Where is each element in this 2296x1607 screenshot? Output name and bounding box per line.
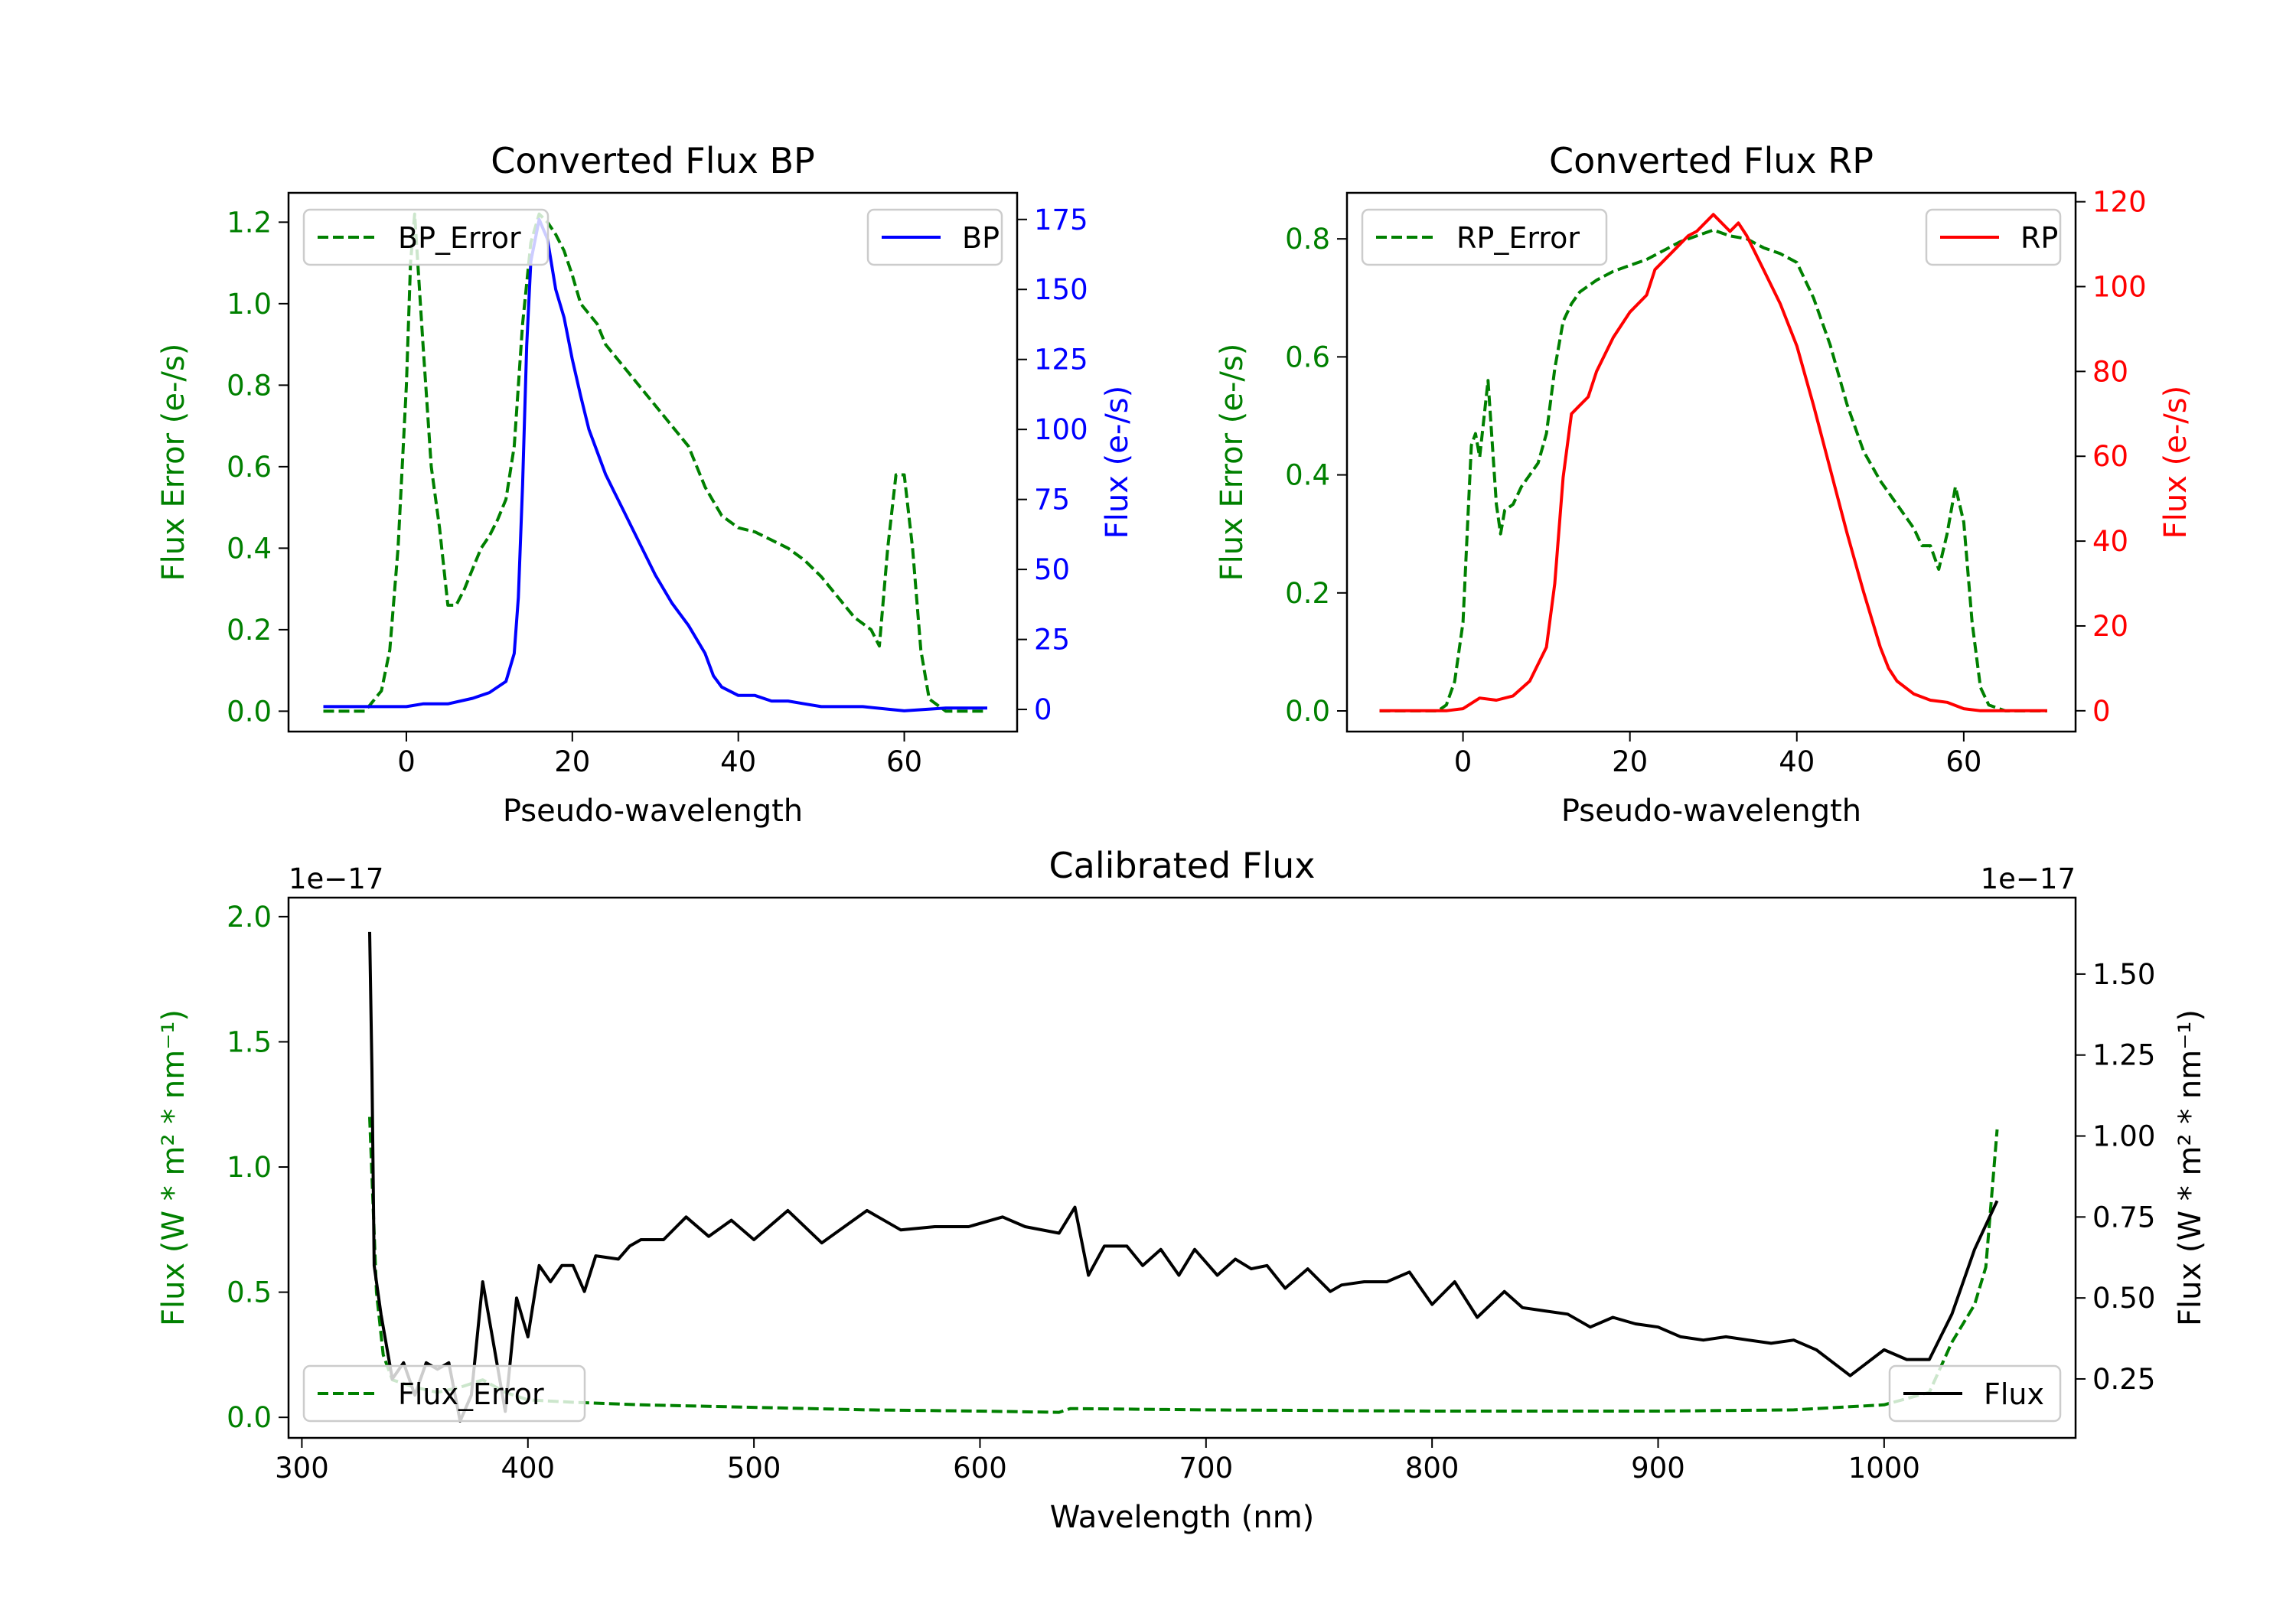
x-tick-label: 300 bbox=[275, 1452, 329, 1485]
y-left-tick-label: 0.8 bbox=[227, 369, 272, 402]
legend-box bbox=[302, 208, 550, 266]
y-left-tick-label: 1.0 bbox=[227, 1151, 272, 1184]
y-left-axis-label: Flux Error (e-/s) bbox=[1215, 344, 1250, 582]
y-left-tick-label: 0.8 bbox=[1285, 223, 1330, 256]
legend-bp: BP bbox=[866, 208, 1003, 266]
legend-label: RP bbox=[2020, 221, 2058, 255]
chart-cal: 300 400 500 600 700 800 900 1000 0.0 0.5 1.0 1.5 2.0… bbox=[156, 845, 2208, 1535]
x-tick-label: 800 bbox=[1405, 1452, 1459, 1485]
y-right-tick-label: 60 bbox=[2092, 440, 2128, 473]
x-tick-label: 900 bbox=[1631, 1452, 1685, 1485]
y-right-tick-label: 0.25 bbox=[2092, 1363, 2155, 1396]
chart-bp: 0 20 40 60 0.0 0.2 0.4 0.6 0.8 1.0 1.2 0 25 50 75 100 12… bbox=[156, 140, 1135, 829]
y-right-tick-label: 75 bbox=[1034, 484, 1070, 517]
x-tick-label: 20 bbox=[554, 745, 590, 778]
legend-label: BP bbox=[962, 221, 1000, 255]
series-line-rp bbox=[1379, 213, 2047, 712]
legend-rp-error: RP_Error bbox=[1361, 208, 1608, 266]
legend-flux-error: Flux_Error bbox=[302, 1364, 586, 1423]
y-right-axis-label: Flux (W * m² * nm⁻¹) bbox=[2173, 1009, 2208, 1326]
y-left-tick-label: 0.2 bbox=[227, 614, 272, 647]
y-right-tick-label: 0 bbox=[2092, 695, 2111, 728]
series-line-bp-error bbox=[323, 212, 987, 713]
legend-box bbox=[1361, 208, 1608, 266]
y-right-tick-label: 0.75 bbox=[2092, 1201, 2155, 1234]
y-left-tick-label: 0.6 bbox=[1285, 341, 1330, 373]
y-left-tick-label: 0.0 bbox=[1285, 695, 1330, 728]
x-tick-label: 0 bbox=[1454, 745, 1473, 778]
axes-frame bbox=[1345, 191, 2077, 733]
y-right-tick-label: 25 bbox=[1034, 624, 1070, 657]
y-left-tick-label: 0.0 bbox=[227, 1401, 272, 1434]
legend-box bbox=[302, 1364, 586, 1423]
y-right-tick-label: 120 bbox=[2092, 186, 2147, 219]
chart-title: Calibrated Flux bbox=[1049, 845, 1316, 886]
y-right-tick-label: 1.50 bbox=[2092, 958, 2155, 991]
y-left-tick-label: 0.2 bbox=[1285, 577, 1330, 610]
y-right-tick-label: 150 bbox=[1034, 273, 1088, 306]
legend-bp-error: BP_Error bbox=[302, 208, 550, 266]
legend-rp: RP bbox=[1925, 208, 2062, 266]
y-right-tick-label: 40 bbox=[2092, 525, 2128, 558]
y-left-tick-label: 0.5 bbox=[227, 1276, 272, 1309]
y-left-tick-label: 2.0 bbox=[227, 901, 272, 934]
y-right-tick-label: 50 bbox=[1034, 553, 1070, 586]
x-tick-label: 1000 bbox=[1848, 1452, 1920, 1485]
y-left-tick-label: 1.0 bbox=[227, 288, 272, 321]
x-tick-label: 40 bbox=[720, 745, 756, 778]
legend-label: RP_Error bbox=[1456, 221, 1580, 255]
x-tick-label: 700 bbox=[1179, 1452, 1233, 1485]
axes-frame bbox=[287, 191, 1019, 733]
chart-rp: 0 20 40 60 0.0 0.2 0.4 0.6 0.8 0 20 40 60 80 100 120 Con… bbox=[1215, 140, 2193, 829]
x-tick-label: 400 bbox=[501, 1452, 555, 1485]
legend-flux: Flux bbox=[1888, 1364, 2062, 1423]
y-right-tick-label: 0 bbox=[1034, 693, 1052, 726]
x-axis-label: Pseudo-wavelength bbox=[1561, 794, 1861, 829]
x-tick-label: 500 bbox=[727, 1452, 781, 1485]
x-tick-label: 60 bbox=[1945, 745, 1981, 778]
y-right-tick-label: 1.00 bbox=[2092, 1120, 2155, 1153]
y-left-tick-label: 0.4 bbox=[227, 532, 272, 565]
x-tick-label: 20 bbox=[1612, 745, 1648, 778]
x-axis-label: Pseudo-wavelength bbox=[503, 794, 803, 829]
y-left-tick-label: 1.5 bbox=[227, 1025, 272, 1058]
y-left-tick-label: 0.4 bbox=[1285, 459, 1330, 492]
y-right-tick-label: 0.50 bbox=[2092, 1282, 2155, 1315]
y-right-tick-label: 175 bbox=[1034, 204, 1088, 236]
y-left-offset-text: 1e−17 bbox=[289, 862, 383, 895]
x-axis-label: Wavelength (nm) bbox=[1050, 1500, 1315, 1535]
series-line-rp-error bbox=[1379, 228, 2047, 712]
y-left-tick-label: 0.0 bbox=[227, 695, 272, 728]
chart-title: Converted Flux BP bbox=[491, 140, 815, 181]
y-right-tick-label: 1.25 bbox=[2092, 1039, 2155, 1072]
x-tick-label: 60 bbox=[886, 745, 922, 778]
y-left-axis-label: Flux (W * m² * nm⁻¹) bbox=[156, 1009, 191, 1326]
y-right-tick-label: 100 bbox=[1034, 413, 1088, 446]
y-right-axis-label: Flux (e-/s) bbox=[1100, 386, 1135, 539]
legend-label: BP_Error bbox=[398, 221, 521, 255]
y-left-axis-label: Flux Error (e-/s) bbox=[156, 344, 191, 582]
y-right-tick-label: 125 bbox=[1034, 344, 1088, 376]
legend-box bbox=[1888, 1364, 2062, 1423]
y-left-tick-label: 0.6 bbox=[227, 451, 272, 484]
legend-label: Flux bbox=[1984, 1377, 2044, 1411]
x-tick-label: 0 bbox=[397, 745, 416, 778]
y-right-offset-text: 1e−17 bbox=[1981, 862, 2076, 895]
y-left-tick-label: 1.2 bbox=[227, 206, 272, 239]
x-tick-label: 40 bbox=[1779, 745, 1815, 778]
series-line-bp bbox=[323, 217, 987, 712]
chart-title: Converted Flux RP bbox=[1549, 140, 1874, 181]
y-right-axis-label: Flux (e-/s) bbox=[2158, 386, 2193, 539]
legend-label: Flux_Error bbox=[398, 1377, 544, 1411]
y-right-tick-label: 100 bbox=[2092, 271, 2147, 304]
x-tick-label: 600 bbox=[953, 1452, 1007, 1485]
y-right-tick-label: 80 bbox=[2092, 355, 2128, 388]
y-right-tick-label: 20 bbox=[2092, 610, 2128, 643]
